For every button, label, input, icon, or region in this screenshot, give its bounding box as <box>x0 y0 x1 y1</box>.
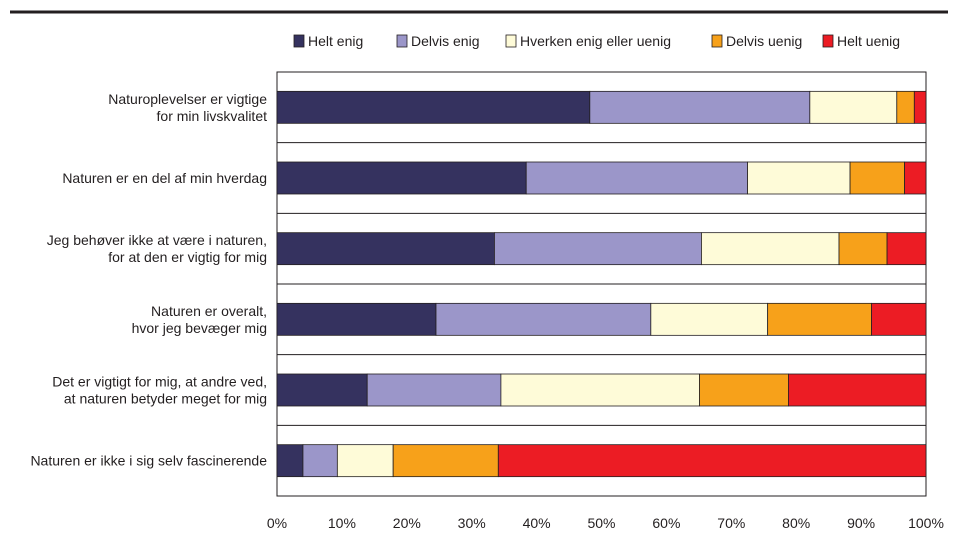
bar-segment-5-row-3 <box>886 232 927 266</box>
bar-segment-2-row-5 <box>366 373 502 407</box>
legend-label-4: Delvis uenig <box>726 33 802 49</box>
category-label-4: Naturen er overalt, hvor jeg bevæger mig <box>132 303 267 336</box>
category-label-line: Naturoplevelser er vigtige <box>108 91 267 107</box>
x-tick-label: 20% <box>393 515 421 531</box>
bar-segment-2-row-2 <box>525 161 748 195</box>
bar-segment-3-row-5 <box>500 373 700 407</box>
x-axis-tick-labels: 0% 10% 20% 30% 40% 50% 60% 70% 80% 90% 100% <box>267 515 944 531</box>
bar-segment-4-row-4 <box>767 302 872 336</box>
category-label-1: Naturoplevelser er vigtige for min livskv… <box>108 91 267 124</box>
x-tick-label: 40% <box>523 515 551 531</box>
x-tick-label: 60% <box>652 515 680 531</box>
x-tick-label: 70% <box>717 515 745 531</box>
x-tick-label: 30% <box>458 515 486 531</box>
bar-segment-2-row-3 <box>494 232 702 266</box>
bar-segment-5-row-2 <box>904 161 927 195</box>
legend-swatch-2 <box>396 34 408 48</box>
legend: Helt enig Delvis enig Hverken enig eller u… <box>293 33 900 49</box>
bar-segment-1-row-6 <box>276 444 304 478</box>
category-label-line: Naturen er en del af min hverdag <box>62 170 267 186</box>
legend-swatch-5 <box>822 34 834 48</box>
bar-segment-5-row-4 <box>871 302 927 336</box>
bar-segment-3-row-4 <box>650 302 769 336</box>
bar-segment-1-row-4 <box>276 302 437 336</box>
category-label-2: Naturen er en del af min hverdag <box>62 170 267 186</box>
bar-segment-5-row-6 <box>497 444 927 478</box>
legend-swatch-4 <box>711 34 723 48</box>
bar-segment-4-row-2 <box>849 161 905 195</box>
category-label-line: for min livskvalitet <box>157 108 268 124</box>
category-label-line: at naturen betyder meget for mig <box>64 391 267 407</box>
bar-segment-2-row-4 <box>435 302 652 336</box>
bar-segment-4-row-5 <box>699 373 789 407</box>
x-tick-label: 0% <box>267 515 287 531</box>
category-label-line: Naturen er overalt, <box>151 303 267 319</box>
bar-segment-4-row-6 <box>392 444 499 478</box>
category-label-5: Det er vigtigt for mig, at andre ved, at … <box>52 374 267 407</box>
legend-label-5: Helt uenig <box>837 33 900 49</box>
x-tick-label: 10% <box>328 515 356 531</box>
category-labels: Naturoplevelser er vigtige for min livskv… <box>30 91 267 469</box>
plot-area <box>276 71 927 497</box>
x-tick-label: 80% <box>782 515 810 531</box>
bar-segment-2-row-1 <box>589 90 811 124</box>
bar-segment-3-row-3 <box>701 232 840 266</box>
bar-segment-4-row-1 <box>896 90 915 124</box>
bar-segment-1-row-1 <box>276 90 591 124</box>
x-tick-label: 50% <box>587 515 615 531</box>
category-label-line: hvor jeg bevæger mig <box>132 320 267 336</box>
bars <box>276 90 927 478</box>
category-label-line: Naturen er ikke i sig selv fascinerende <box>30 453 267 469</box>
bar-segment-4-row-3 <box>838 232 888 266</box>
x-tick-label: 90% <box>847 515 875 531</box>
legend-label-3: Hverken enig eller uenig <box>520 33 671 49</box>
category-label-line: Det er vigtigt for mig, at andre ved, <box>52 374 267 390</box>
bar-segment-1-row-5 <box>276 373 368 407</box>
category-label-3: Jeg behøver ikke at være i naturen, for a… <box>47 232 267 265</box>
bar-segment-1-row-3 <box>276 232 495 266</box>
legend-label-2: Delvis enig <box>411 33 479 49</box>
category-label-line: for at den er vigtig for mig <box>108 249 267 265</box>
bar-segment-1-row-2 <box>276 161 527 195</box>
bar-segment-3-row-1 <box>809 90 898 124</box>
bar-segment-3-row-6 <box>336 444 394 478</box>
bar-segment-3-row-2 <box>747 161 851 195</box>
bar-segment-5-row-1 <box>913 90 927 124</box>
bar-segment-5-row-5 <box>788 373 927 407</box>
legend-label-1: Helt enig <box>308 33 363 49</box>
legend-swatch-3 <box>505 34 517 48</box>
legend-swatch-1 <box>293 34 305 48</box>
x-tick-label: 100% <box>908 515 944 531</box>
category-label-line: Jeg behøver ikke at være i naturen, <box>47 232 267 248</box>
category-label-6: Naturen er ikke i sig selv fascinerende <box>30 453 267 469</box>
bar-segment-2-row-6 <box>302 444 338 478</box>
